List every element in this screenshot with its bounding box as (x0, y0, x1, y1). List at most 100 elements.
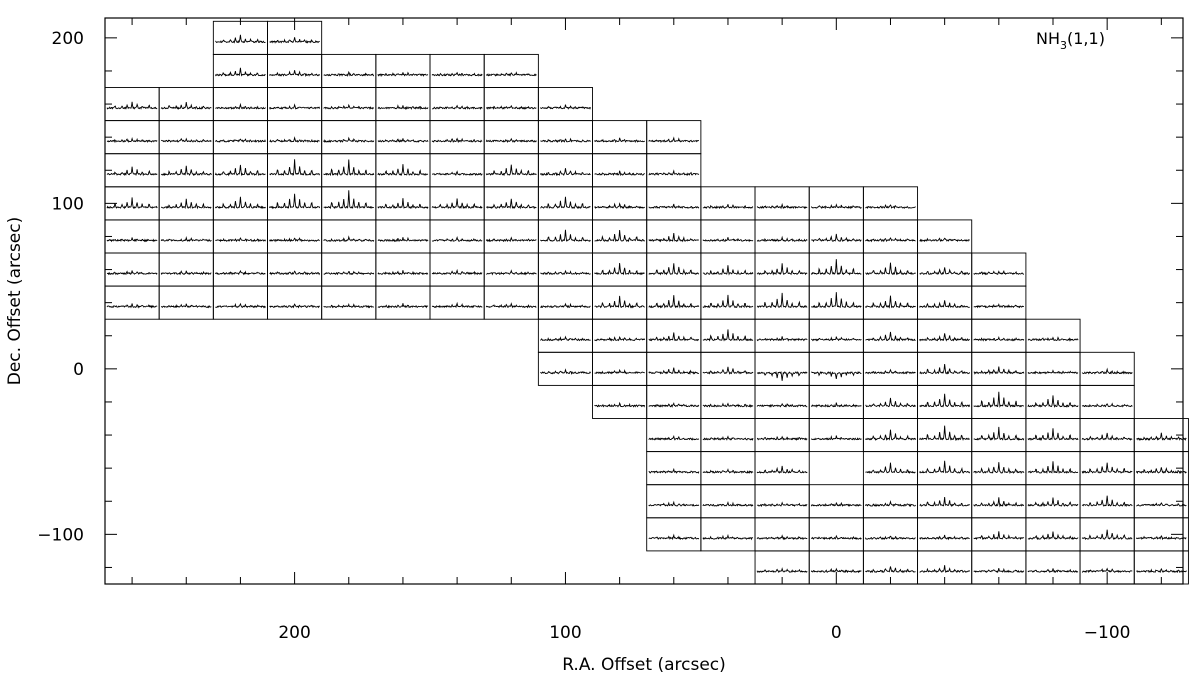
spectrum-line (973, 270, 1025, 276)
spectrum-line (648, 500, 700, 507)
spectrum-line (865, 368, 916, 375)
spectrum-cell-box (483, 87, 539, 122)
spectrum-line (702, 294, 754, 309)
spectrum-line (1136, 502, 1187, 507)
spectrum-cell (646, 153, 702, 188)
spectrum-line (377, 71, 429, 77)
spectrum-cell (862, 318, 919, 353)
spectrum-line (1081, 432, 1133, 441)
spectrum-cell-box (375, 285, 431, 320)
spectrum-cell-box (808, 384, 864, 419)
spectrum-cell-box (754, 384, 810, 419)
spectrum-line (323, 270, 375, 276)
spectrum-cell (321, 219, 377, 254)
spectrum-line (594, 295, 645, 309)
spectrum-line (269, 270, 321, 276)
spectrum-cell-box (212, 186, 268, 221)
spectrum-cell (1025, 418, 1081, 453)
spectrum-cell-box (808, 186, 864, 221)
spectrum-line (864, 500, 916, 508)
spectrum-line (648, 533, 700, 541)
spectrum-cell (700, 451, 756, 486)
spectrum-cell (537, 351, 593, 386)
spectrum-cell (537, 252, 593, 287)
spectrum-line (485, 137, 537, 144)
spectrum-cell-box (917, 351, 973, 386)
spectrum-cell (808, 517, 864, 552)
spectrum-cell (104, 219, 160, 254)
spectrum-line (377, 164, 429, 176)
spectrum-line (973, 531, 1025, 541)
spectrum-cell (700, 517, 756, 552)
spectrum-cell (321, 285, 377, 320)
spectrum-cell-box (917, 517, 973, 552)
spectrum-cell (429, 285, 485, 320)
spectrum-line (594, 368, 645, 375)
spectrum-cell (808, 484, 864, 519)
spectrum-cell (808, 252, 864, 287)
spectrum-line (160, 270, 212, 276)
spectrum-line (594, 170, 645, 177)
spectrum-cell (212, 186, 268, 221)
spectrum-line (1027, 369, 1079, 375)
spectrum-line (540, 229, 591, 242)
spectrum-cell-box (808, 418, 864, 453)
spectrum-cell-box (429, 53, 485, 88)
spectrum-cell (1025, 484, 1081, 519)
spectrum-line (702, 204, 754, 210)
spectrum-cell (158, 252, 214, 287)
spectrum-line (161, 137, 212, 143)
spectrum-cell (537, 186, 593, 221)
spectrum-cell (971, 384, 1027, 419)
spectrum-line (702, 533, 754, 541)
spectrum-cell-box (592, 252, 648, 287)
spectrum-cell-box (483, 53, 539, 88)
spectrum-cell (700, 285, 756, 320)
spectrum-cell (267, 87, 323, 122)
spectrum-cell (754, 384, 810, 419)
spectrum-line (1027, 497, 1079, 507)
spectrum-cell (592, 186, 648, 221)
spectrum-line (323, 70, 375, 77)
tick-labels: 200 100 0 −100 200 100 0 −100 (37, 29, 1130, 643)
spectrum-cell (375, 285, 431, 320)
spectrum-line (865, 429, 916, 441)
spectrum-cell (808, 285, 864, 320)
spectrum-cell (862, 418, 919, 453)
spectrum-cell-box (1079, 484, 1135, 519)
spectrum-cell (917, 252, 973, 287)
spectrum-line (648, 136, 699, 143)
spectrum-cell-box (429, 120, 485, 155)
spectrum-line (810, 567, 862, 574)
spectrum-cell (1079, 451, 1135, 486)
spectrum-line (919, 425, 970, 442)
spectrum-cell-box (971, 384, 1027, 419)
spectrum-line (919, 460, 971, 474)
spectrum-cell (917, 451, 973, 486)
spectrum-cell (158, 186, 214, 221)
spectrum-cell-box (808, 517, 864, 552)
spectrum-cell-box (862, 186, 919, 221)
spectrum-cell (321, 120, 377, 155)
spectrum-cell-box (212, 120, 268, 155)
spectrum-cell (429, 186, 485, 221)
spectrum-line (702, 435, 754, 441)
spectrum-cell-box (212, 252, 268, 287)
spectrum-cell (862, 285, 919, 320)
spectrum-cell (646, 219, 702, 254)
spectrum-line (865, 331, 916, 342)
spectrum-cell-box (971, 451, 1027, 486)
spectrum-cell-box (158, 120, 214, 155)
spectra-grid (104, 20, 1189, 585)
spectrum-line (269, 136, 320, 143)
spectrum-cell-box (700, 219, 756, 254)
spectrum-line (973, 462, 1025, 475)
spectrum-line (269, 159, 321, 176)
spectrum-cell (104, 252, 160, 287)
spectrum-line (160, 236, 212, 242)
spectrum-cell-box (971, 285, 1027, 320)
spectrum-line (323, 235, 375, 242)
spectrum-cell (971, 318, 1027, 353)
spectrum-cell (212, 153, 268, 188)
spectrum-cell-box (537, 285, 593, 320)
